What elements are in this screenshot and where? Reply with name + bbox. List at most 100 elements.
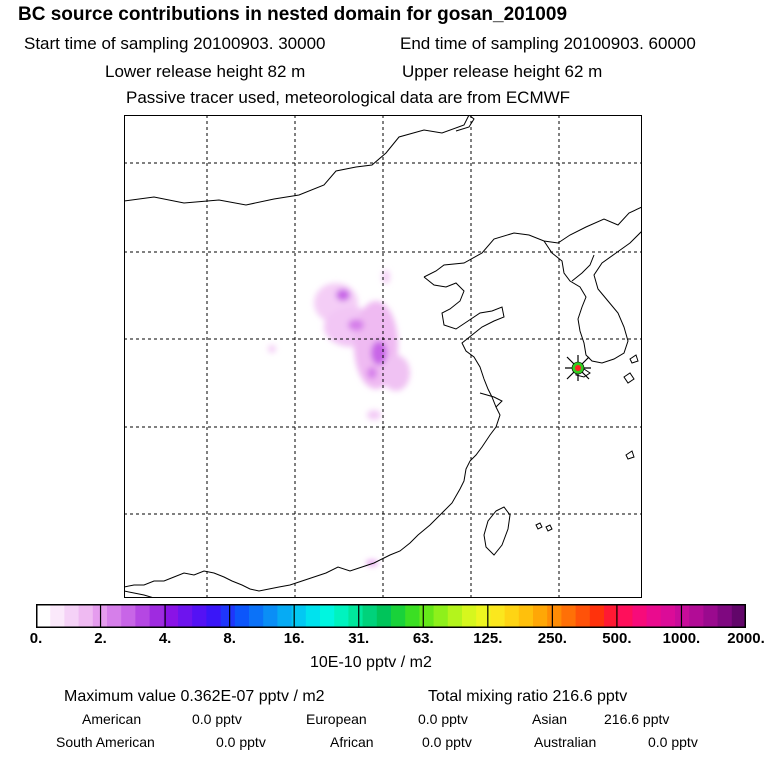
region-american-value: 0.0 pptv bbox=[192, 711, 242, 727]
colorbar-cell bbox=[703, 604, 718, 628]
colorbar-cell bbox=[277, 604, 292, 628]
colorbar-cell bbox=[575, 604, 591, 628]
map-frame bbox=[124, 115, 642, 598]
colorbar-cell bbox=[561, 604, 576, 628]
colorbar-cell bbox=[107, 604, 122, 628]
receptor-marker bbox=[565, 355, 591, 381]
yangtze-mouth bbox=[479, 392, 503, 408]
colorbar-cell bbox=[64, 604, 79, 628]
concentration-field bbox=[268, 270, 410, 566]
colorbar-cell bbox=[405, 604, 420, 628]
colorbar-cell bbox=[618, 604, 633, 628]
colorbar-cell bbox=[689, 604, 704, 628]
plume-blob bbox=[348, 319, 364, 331]
colorbar-cell bbox=[36, 604, 51, 628]
colorbar-cell bbox=[305, 604, 321, 628]
colorbar-cell bbox=[632, 604, 647, 628]
colorbar-cell bbox=[533, 604, 548, 628]
colorbar-cell bbox=[419, 604, 434, 628]
colorbar-cell bbox=[135, 604, 150, 628]
colorbar-tick-label: 250. bbox=[537, 630, 567, 647]
plume-blob bbox=[382, 270, 390, 284]
colorbar-cell bbox=[78, 604, 94, 628]
plume-blob bbox=[336, 289, 350, 301]
colorbar-cell bbox=[504, 604, 520, 628]
plume-blob bbox=[367, 410, 381, 420]
lower-release-height-label: Lower release height 82 m bbox=[105, 62, 306, 81]
colorbar-cell bbox=[291, 604, 307, 628]
coastline-bohai bbox=[124, 276, 505, 592]
colorbar-cell bbox=[547, 604, 562, 628]
colorbar-cell bbox=[50, 604, 65, 628]
colorbar-tick-label: 125. bbox=[473, 630, 503, 647]
colorbar-cell bbox=[178, 604, 193, 628]
lat-lon-grid bbox=[124, 115, 642, 598]
colorbar-tick-label: 16. bbox=[283, 630, 305, 647]
colorbar-cell bbox=[675, 604, 690, 628]
region-american-label: American bbox=[82, 711, 142, 727]
colorbar-cell bbox=[121, 604, 136, 628]
hainan-coast bbox=[124, 590, 155, 598]
colorbar-cell bbox=[589, 604, 605, 628]
colorbar-tick-label: 63. bbox=[412, 630, 434, 647]
total-mixing-ratio-label: Total mixing ratio 216.6 pptv bbox=[428, 688, 628, 705]
region-south-american-label: South American bbox=[56, 734, 155, 750]
colorbar-cell bbox=[206, 604, 221, 628]
colorbar bbox=[36, 604, 746, 628]
tracer-note: Passive tracer used, meteorological data… bbox=[126, 88, 571, 107]
max-value-label: Maximum value 0.362E-07 pptv / m2 bbox=[64, 688, 325, 705]
colorbar-units: 10E-10 pptv / m2 bbox=[310, 654, 432, 671]
colorbar-cell bbox=[163, 604, 179, 628]
manchuria-border bbox=[423, 206, 642, 278]
colorbar-tick-label: 500. bbox=[602, 630, 632, 647]
plume-blob bbox=[371, 341, 387, 365]
start-time-label: Start time of sampling 20100903. 30000 bbox=[24, 34, 326, 53]
small-islands bbox=[535, 522, 553, 532]
colorbar-cell bbox=[234, 604, 250, 628]
plume-blob bbox=[367, 367, 377, 379]
japan-islands bbox=[623, 354, 639, 460]
map-panel bbox=[124, 115, 642, 598]
colorbar-tick-label: 2000. bbox=[727, 630, 765, 647]
colorbar-tick-label: 4. bbox=[158, 630, 172, 647]
region-australian-value: 0.0 pptv bbox=[648, 734, 698, 750]
colorbar-cell bbox=[447, 604, 463, 628]
region-asian-value: 216.6 pptv bbox=[604, 711, 670, 727]
korea-border bbox=[543, 230, 642, 364]
end-time-label: End time of sampling 20100903. 60000 bbox=[400, 34, 696, 53]
region-european-label: European bbox=[306, 711, 367, 727]
colorbar-cell bbox=[220, 604, 236, 628]
colorbar-cell bbox=[334, 604, 349, 628]
colorbar-cell bbox=[376, 604, 392, 628]
colorbar-cell bbox=[660, 604, 676, 628]
colorbar-cell bbox=[604, 604, 619, 628]
region-african-label: African bbox=[330, 734, 374, 750]
colorbar-cell bbox=[249, 604, 264, 628]
colorbar-cell bbox=[391, 604, 406, 628]
plume-blob bbox=[268, 345, 276, 353]
colorbar-cell bbox=[717, 604, 733, 628]
colorbar-tick-label: 1000. bbox=[662, 630, 701, 647]
upper-release-height-label: Upper release height 62 m bbox=[402, 62, 603, 81]
colorbar-cell bbox=[433, 604, 449, 628]
colorbar-cell bbox=[646, 604, 662, 628]
colorbar-cell bbox=[490, 604, 505, 628]
region-south-american-value: 0.0 pptv bbox=[216, 734, 266, 750]
chart-title: BC source contributions in nested domain… bbox=[18, 4, 568, 25]
colorbar-cell bbox=[476, 604, 491, 628]
colorbar-tick-label: 0. bbox=[29, 630, 43, 647]
colorbar-tick-label: 31. bbox=[348, 630, 370, 647]
colorbar-cell bbox=[192, 604, 207, 628]
taiwan bbox=[483, 506, 511, 556]
colorbar-cell bbox=[320, 604, 335, 628]
colorbar-tick-label: 8. bbox=[223, 630, 236, 647]
colorbar-cell bbox=[348, 604, 363, 628]
korea-coast-inner bbox=[571, 254, 595, 282]
colorbar-tick-label: 2. bbox=[94, 630, 107, 647]
region-african-value: 0.0 pptv bbox=[422, 734, 472, 750]
colorbar-cell bbox=[462, 604, 477, 628]
colorbar-cell bbox=[518, 604, 534, 628]
colorbar-cell bbox=[263, 604, 278, 628]
colorbar-cell bbox=[731, 604, 746, 628]
region-asian-label: Asian bbox=[532, 711, 568, 727]
